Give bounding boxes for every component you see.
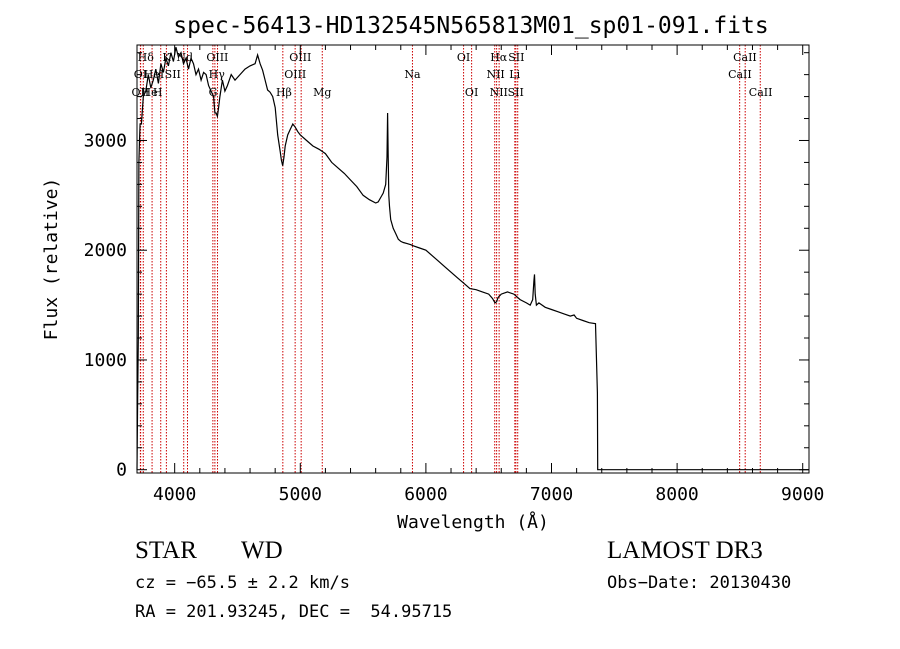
line-label-Hγ: Hγ — [209, 68, 226, 81]
line-label-K: K — [162, 51, 171, 64]
y-tick-label: 3000 — [84, 130, 127, 151]
axis-ticks: 4000 5000 6000 7000 8000 9000 0 1000 2000 3000 — [84, 45, 824, 505]
chart-title: spec-56413-HD132545N565813M01_sp01-091.f… — [173, 13, 768, 39]
line-label-Na: Na — [404, 68, 421, 81]
line-label-Li: Li — [509, 68, 520, 81]
y-tick-label: 2000 — [84, 240, 127, 261]
line-label-G: G — [209, 86, 218, 99]
x-tick-label: 6000 — [404, 484, 447, 505]
subclass-label: WD — [241, 537, 283, 564]
coordinates-text: RA = 201.93245, DEC = 54.95715 — [135, 602, 453, 622]
line-label-Hβ: Hβ — [276, 86, 292, 99]
x-tick-label: 4000 — [153, 484, 196, 505]
class-label: STAR — [135, 537, 197, 564]
line-label-CaII: CaII — [728, 68, 752, 81]
line-label-OIII: OIII — [206, 51, 228, 64]
y-axis-label: Flux (relative) — [41, 178, 62, 341]
obs-date-text: Obs−Date: 20130430 — [607, 573, 792, 593]
x-tick-label: 9000 — [781, 484, 824, 505]
line-label-SII: SII — [165, 68, 181, 81]
x-tick-label: 8000 — [655, 484, 698, 505]
line-label-Mg: Mg — [313, 86, 331, 99]
line-label-Hδ: Hδ — [138, 51, 155, 64]
line-label-CaII: CaII — [733, 51, 757, 64]
line-label-NII: NII — [486, 68, 504, 81]
survey-label: LAMOST DR3 — [607, 537, 763, 564]
redshift-text: cz = −65.5 ± 2.2 km/s — [135, 573, 350, 593]
x-tick-label: 5000 — [279, 484, 322, 505]
line-label-SII: SII — [508, 51, 524, 64]
line-label-OII: OII — [132, 86, 150, 99]
line-label-H: H — [153, 86, 163, 99]
line-label-OI: OI — [465, 86, 478, 99]
x-tick-label: 7000 — [530, 484, 573, 505]
line-label-SII: SII — [508, 86, 524, 99]
line-label-OIII: OIII — [284, 68, 306, 81]
y-tick-label: 0 — [116, 460, 127, 481]
line-label-OIII: OIII — [289, 51, 311, 64]
spectral-line-markers — [139, 45, 761, 473]
spectrum-series — [136, 47, 809, 471]
line-label-Hα: Hα — [490, 51, 508, 64]
line-label-OI: OI — [457, 51, 470, 64]
y-tick-label: 1000 — [84, 350, 127, 371]
x-axis-label: Wavelength (Å) — [397, 511, 549, 533]
line-label-NII: NII — [490, 86, 508, 99]
line-label-CaII: CaII — [749, 86, 773, 99]
plot-frame — [136, 44, 810, 474]
